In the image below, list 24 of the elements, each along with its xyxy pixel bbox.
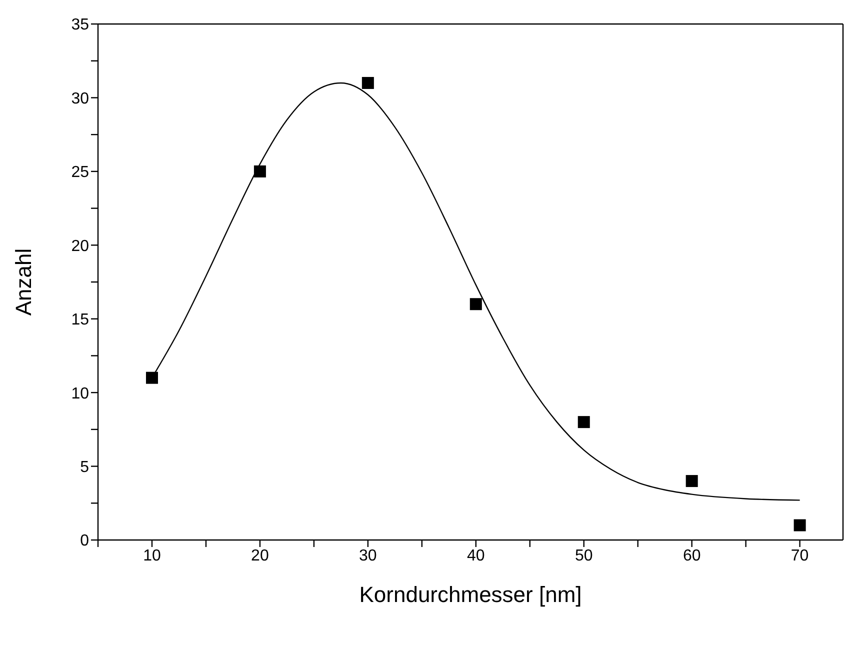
x-tick-label: 40 (467, 547, 485, 564)
y-axis-title: Anzahl (10, 248, 36, 316)
point (794, 519, 806, 532)
x-tick-label: 10 (143, 547, 161, 564)
y-tick-label: 20 (71, 238, 90, 255)
x-axis-title: Korndurchmesser [nm] (359, 582, 582, 607)
point (578, 416, 590, 428)
y-tick-label: 30 (71, 90, 90, 108)
point (686, 475, 698, 488)
x-tick-label: 20 (251, 547, 269, 564)
y-tick-label: 10 (71, 385, 90, 402)
point (362, 76, 374, 89)
point (254, 165, 266, 178)
x-tick-label: 50 (574, 547, 593, 564)
y-tick-label: 35 (71, 16, 90, 34)
point (470, 298, 482, 310)
y-tick-label: 5 (80, 458, 90, 476)
y-tick-label: 15 (71, 312, 90, 329)
y-tick-label: 25 (71, 164, 90, 182)
y-tick-label: 0 (80, 532, 90, 550)
point (146, 372, 158, 384)
x-tick-label: 70 (790, 547, 809, 564)
x-tick-label: 60 (682, 547, 701, 564)
x-tick-label: 30 (359, 547, 377, 564)
